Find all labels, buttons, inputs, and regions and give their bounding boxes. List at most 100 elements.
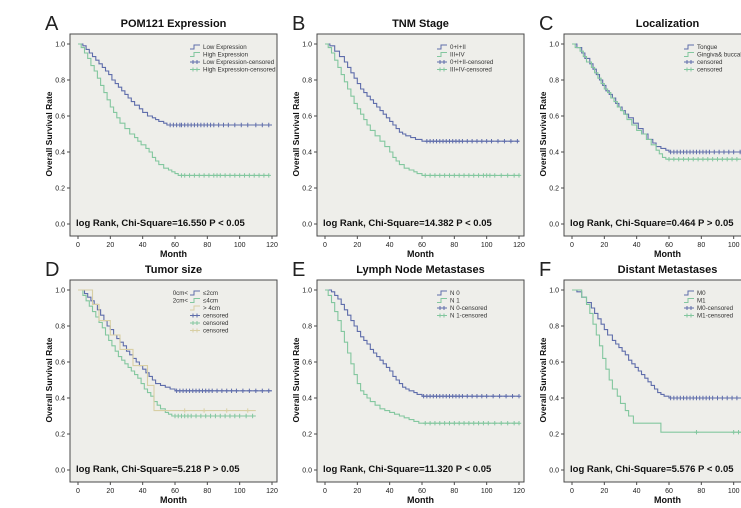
svg-text:0.2: 0.2 <box>55 186 65 193</box>
svg-text:0.0: 0.0 <box>549 222 559 229</box>
svg-text:III+IV-censored: III+IV-censored <box>450 67 492 74</box>
svg-text:0.4: 0.4 <box>549 150 559 157</box>
svg-text:0.4: 0.4 <box>549 396 559 403</box>
x-axis-label: Month <box>160 249 187 259</box>
svg-text:Low Expression-censored: Low Expression-censored <box>203 59 275 66</box>
svg-text:0.6: 0.6 <box>302 360 312 367</box>
stats-text: log Rank, Chi-Square=14.382 P < 0.05 <box>323 218 492 229</box>
panel-letter-a: A <box>45 13 59 35</box>
svg-text:0.2: 0.2 <box>302 186 312 193</box>
stats-text: log Rank, Chi-Square=5.218 P > 0.05 <box>76 464 240 475</box>
svg-text:60: 60 <box>418 242 426 249</box>
svg-text:0.0: 0.0 <box>55 468 65 475</box>
svg-text:0.6: 0.6 <box>302 114 312 121</box>
svg-text:0.8: 0.8 <box>55 78 65 85</box>
svg-text:0.6: 0.6 <box>55 114 65 121</box>
panel-title: Tumor size <box>144 264 203 276</box>
svg-text:120: 120 <box>513 242 525 249</box>
svg-text:0.4: 0.4 <box>302 150 312 157</box>
svg-text:0.2: 0.2 <box>549 186 559 193</box>
svg-text:40: 40 <box>139 242 147 249</box>
svg-text:0.8: 0.8 <box>302 324 312 331</box>
panel-e: E Lymph Node Metastases Overall Survival… <box>287 259 534 508</box>
x-axis-label: Month <box>160 495 187 505</box>
svg-text:1.0: 1.0 <box>549 288 559 295</box>
panel-letter-d: D <box>45 259 60 281</box>
svg-text:N 1: N 1 <box>450 298 460 305</box>
svg-text:0.8: 0.8 <box>55 324 65 331</box>
svg-text:20: 20 <box>353 242 361 249</box>
svg-text:> 4cm: > 4cm <box>203 305 220 312</box>
x-axis-label: Month <box>407 495 434 505</box>
svg-text:1.0: 1.0 <box>302 288 312 295</box>
svg-text:100: 100 <box>234 242 246 249</box>
svg-text:≤4cm: ≤4cm <box>203 298 218 305</box>
svg-text:1.0: 1.0 <box>55 42 65 49</box>
panel-letter-c: C <box>539 13 554 35</box>
svg-text:0.2: 0.2 <box>302 432 312 439</box>
panel-title: Lymph Node Metastases <box>356 264 485 276</box>
panel-c: C Localization Overall Survival Rate 0.0… <box>534 13 741 262</box>
svg-text:N 0: N 0 <box>450 290 460 297</box>
svg-text:20: 20 <box>106 242 114 249</box>
svg-text:60: 60 <box>665 242 673 249</box>
svg-text:1.0: 1.0 <box>549 42 559 49</box>
svg-text:0+I+II-censored: 0+I+II-censored <box>450 59 494 66</box>
panel-f: F Distant Metastases Overall Survival Ra… <box>534 259 741 508</box>
svg-text:100: 100 <box>728 242 740 249</box>
svg-text:0.6: 0.6 <box>549 360 559 367</box>
svg-text:≤2cm: ≤2cm <box>203 290 218 297</box>
svg-text:N 0-censored: N 0-censored <box>450 305 488 312</box>
panel-title: Localization <box>635 18 700 30</box>
svg-text:High Expression-censored: High Expression-censored <box>203 67 276 74</box>
svg-text:40: 40 <box>386 242 394 249</box>
svg-text:0.8: 0.8 <box>549 324 559 331</box>
svg-text:120: 120 <box>266 242 278 249</box>
svg-text:80: 80 <box>697 242 705 249</box>
svg-text:censored: censored <box>203 313 229 320</box>
x-axis-label: Month <box>407 249 434 259</box>
stats-text: log Rank, Chi-Square=0.464 P > 0.05 <box>570 218 734 229</box>
svg-text:censored: censored <box>203 320 229 327</box>
panel-letter-e: E <box>292 259 306 281</box>
svg-text:0.6: 0.6 <box>549 114 559 121</box>
km-plot: 0.00.20.40.60.81.0020406080100120M0M1M0-… <box>549 279 741 495</box>
svg-text:0.2: 0.2 <box>55 432 65 439</box>
x-axis-label: Month <box>654 249 681 259</box>
svg-text:Low Expression: Low Expression <box>203 44 247 51</box>
svg-text:censored: censored <box>203 328 229 335</box>
panel-b: B TNM Stage Overall Survival Rate 0.0 0.2… <box>287 13 534 262</box>
svg-text:M1-censored: M1-censored <box>697 313 734 320</box>
x-axis-label: Month <box>654 495 681 505</box>
stats-text: log Rank, Chi-Square=5.576 P < 0.05 <box>570 464 734 475</box>
svg-text:1.0: 1.0 <box>302 42 312 49</box>
svg-text:2cm<: 2cm< <box>173 298 189 305</box>
svg-text:40: 40 <box>633 242 641 249</box>
km-plot: 0.00.20.40.60.81.0020406080100120TongueG… <box>549 33 741 249</box>
svg-text:M0-censored: M0-censored <box>697 305 734 312</box>
svg-text:M0: M0 <box>697 290 706 297</box>
svg-text:High Expression: High Expression <box>203 52 249 59</box>
stats-text: log Rank, Chi-Square=11.320 P < 0.05 <box>323 464 492 475</box>
svg-text:0.0: 0.0 <box>302 468 312 475</box>
svg-text:0.8: 0.8 <box>302 78 312 85</box>
km-survival-figure: A POM121 Expression Overall Survival Rat… <box>44 13 741 505</box>
svg-text:0.0: 0.0 <box>55 222 65 229</box>
stats-text: log Rank, Chi-Square=16.550 P < 0.05 <box>76 218 245 229</box>
km-plot: 0.00.20.40.60.81.00 20 40 60 80 100 1200+I+III… <box>302 33 525 249</box>
panel-title: POM121 Expression <box>120 18 227 30</box>
svg-text:0: 0 <box>323 242 327 249</box>
svg-text:censored: censored <box>697 59 723 66</box>
svg-text:100: 100 <box>481 242 493 249</box>
km-plot: 0.0 0.2 0.4 0.6 0.8 1.0 0 20 40 60 80 100 120 Low Exp… <box>55 33 278 249</box>
panel-title: TNM Stage <box>392 18 449 30</box>
svg-text:0cm<: 0cm< <box>173 290 189 297</box>
svg-text:Tongue: Tongue <box>697 44 718 51</box>
svg-text:0: 0 <box>76 242 80 249</box>
svg-text:60: 60 <box>171 242 179 249</box>
svg-text:Gingiva& buccal mucosa: Gingiva& buccal mucosa <box>697 52 741 59</box>
panel-d: D Tumor size Overall Survival Rate 0.0 0.… <box>40 259 287 508</box>
svg-text:80: 80 <box>203 242 211 249</box>
svg-text:M1: M1 <box>697 298 706 305</box>
